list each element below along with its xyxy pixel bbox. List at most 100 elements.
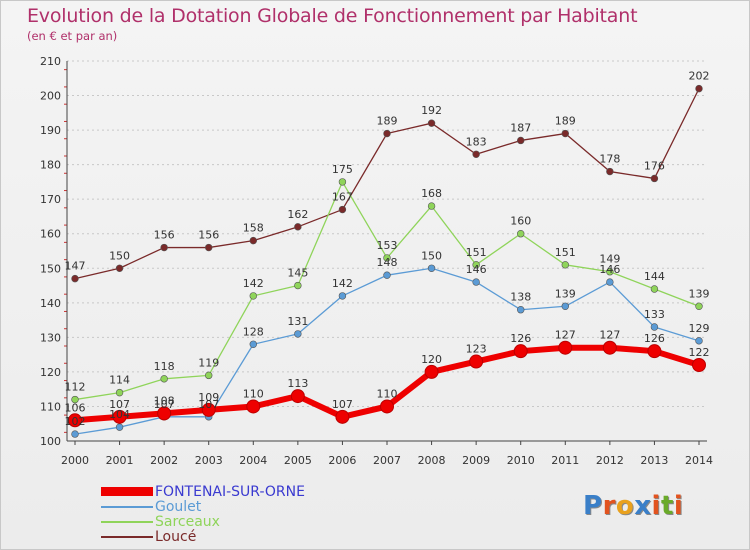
data-label: 127 <box>599 329 620 342</box>
data-point <box>249 236 257 245</box>
data-point <box>249 292 257 300</box>
x-tick-label: 2012 <box>596 454 624 467</box>
data-label: 176 <box>644 159 665 172</box>
data-point <box>294 330 302 338</box>
data-point <box>602 340 617 355</box>
data-label: 126 <box>510 332 531 345</box>
data-point <box>205 243 213 252</box>
data-point <box>650 174 659 183</box>
data-point <box>695 337 703 345</box>
data-label: 168 <box>421 187 442 200</box>
data-label: 156 <box>198 229 219 242</box>
y-tick-label: 100 <box>40 435 61 448</box>
data-point <box>650 323 659 331</box>
data-label: 138 <box>510 291 531 304</box>
y-tick-label: 180 <box>40 159 61 172</box>
data-point <box>695 302 703 310</box>
data-label: 156 <box>154 229 175 242</box>
data-point <box>517 230 525 238</box>
data-label: 139 <box>689 287 710 300</box>
legend-swatch <box>101 505 153 508</box>
data-point <box>383 271 391 279</box>
data-point <box>294 281 302 290</box>
x-tick-label: 2005 <box>284 454 312 467</box>
data-point <box>205 371 213 380</box>
x-tick-label: 2013 <box>640 454 668 467</box>
data-label: 175 <box>332 163 353 176</box>
y-tick-label: 160 <box>40 228 61 241</box>
data-point <box>115 423 124 431</box>
data-point <box>338 178 347 186</box>
data-point <box>71 274 79 283</box>
data-point <box>472 278 480 286</box>
logo-letter: P <box>583 491 603 521</box>
data-label: 158 <box>243 222 264 235</box>
logo-letter: i <box>673 491 684 521</box>
data-label: 129 <box>689 322 710 335</box>
data-point <box>650 285 659 293</box>
data-point <box>472 261 480 269</box>
data-point <box>692 358 706 372</box>
data-label: 145 <box>287 267 308 280</box>
data-point <box>112 409 127 424</box>
data-point <box>427 202 436 210</box>
logo-letter: x <box>634 491 652 521</box>
data-point <box>517 306 525 314</box>
data-point <box>561 261 569 269</box>
data-label: 162 <box>287 208 308 221</box>
data-label: 202 <box>689 70 710 83</box>
data-point <box>338 205 347 214</box>
data-label: 107 <box>332 398 353 411</box>
data-point <box>335 409 350 424</box>
x-tick-label: 2014 <box>685 454 713 467</box>
data-point <box>201 402 216 417</box>
data-label: 131 <box>287 315 308 328</box>
data-label: 160 <box>510 215 531 228</box>
data-point <box>71 430 79 438</box>
data-point <box>561 129 569 138</box>
chart-subtitle: (en € et par an) <box>27 29 118 43</box>
data-point <box>383 254 391 262</box>
legend-label: Sarceaux <box>155 513 220 530</box>
data-point <box>561 302 569 310</box>
data-label: 107 <box>198 398 219 411</box>
y-tick-label: 120 <box>40 366 61 379</box>
y-tick-label: 200 <box>40 90 61 103</box>
legend-item: Goulet <box>101 498 305 515</box>
x-tick-label: 2000 <box>61 454 89 467</box>
y-tick-label: 140 <box>40 297 61 310</box>
x-tick-label: 2010 <box>507 454 535 467</box>
data-label: 107 <box>154 398 175 411</box>
data-point <box>68 413 82 428</box>
data-point <box>427 119 436 127</box>
y-tick-label: 190 <box>40 124 61 137</box>
data-label: 139 <box>555 287 576 300</box>
data-label: 120 <box>421 353 442 366</box>
legend-swatch <box>101 487 153 496</box>
legend-label: Goulet <box>155 498 202 515</box>
data-point <box>246 399 261 414</box>
legend-label: FONTENAI-SUR-ORNE <box>155 483 305 500</box>
data-point <box>249 340 257 348</box>
data-label: 148 <box>377 256 398 269</box>
data-label: 114 <box>109 374 130 387</box>
x-tick-label: 2011 <box>551 454 579 467</box>
data-label: 153 <box>377 239 398 252</box>
x-tick-label: 2006 <box>328 454 356 467</box>
data-label: 128 <box>243 325 264 338</box>
data-point <box>472 150 480 158</box>
data-point <box>380 399 394 414</box>
data-point <box>469 354 484 369</box>
x-tick-label: 2008 <box>418 454 446 467</box>
data-label: 178 <box>599 153 620 166</box>
data-label: 150 <box>421 249 442 262</box>
data-point <box>294 223 302 231</box>
legend-item: Loucé <box>101 529 305 545</box>
data-point <box>290 389 305 404</box>
data-label: 106 <box>65 401 86 414</box>
data-point <box>427 264 436 272</box>
data-label: 118 <box>154 360 175 373</box>
data-point <box>695 84 703 93</box>
